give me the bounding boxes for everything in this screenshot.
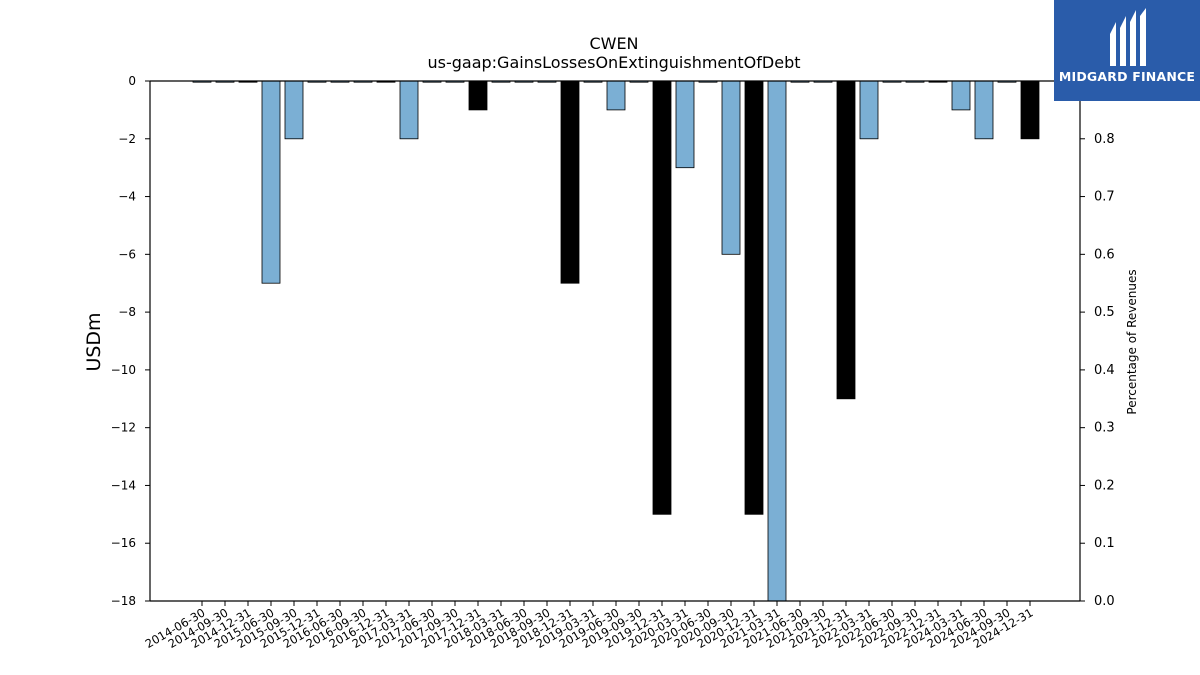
bar (1020, 80, 1040, 140)
y-axis-label: USDm (83, 312, 105, 371)
y-tick-label: −10 (111, 363, 136, 377)
y-tick-label: −16 (111, 536, 136, 550)
bar (859, 80, 879, 140)
bar (560, 80, 580, 284)
bar (399, 80, 419, 140)
y2-tick-label: 0.1 (1094, 536, 1115, 551)
chart-title: CWEN (589, 34, 638, 53)
bar (261, 80, 281, 284)
y2-tick-label: 0.6 (1094, 247, 1115, 262)
y2-tick-label: 0.4 (1094, 363, 1115, 378)
logo-mark-icon (1110, 8, 1146, 66)
y2-tick-label: 0.3 (1094, 421, 1115, 436)
bar (721, 80, 741, 255)
bar (468, 80, 488, 111)
y2-tick-label: 0.0 (1094, 594, 1115, 609)
y2-tick-label: 0.5 (1094, 305, 1115, 320)
y-tick-label: −4 (118, 190, 136, 204)
bar (284, 80, 304, 140)
bar (744, 80, 764, 515)
bar (767, 80, 787, 602)
y-tick-label: −6 (118, 247, 136, 261)
y2-tick-label: 0.8 (1094, 132, 1115, 147)
bar (606, 80, 626, 111)
y-tick-label: −18 (111, 594, 136, 608)
y-tick-label: −8 (118, 305, 136, 319)
bar (675, 80, 695, 169)
y-tick-label: −14 (111, 478, 136, 492)
axes-group: 0 −2 −4 −6 −8 −10 −12 −14 −16 −18 0.0 0.1 0.2 0.3 0.4 0… (111, 74, 1115, 651)
y2-tick-label: 0.2 (1094, 478, 1115, 493)
y-tick-label: 0 (128, 74, 136, 88)
bar (652, 80, 672, 515)
bar (974, 80, 994, 140)
y-tick-label: −2 (118, 132, 136, 146)
chart-subtitle: us-gaap:GainsLossesOnExtinguishmentOfDeb… (427, 53, 800, 72)
brand-logo: MIDGARD FINANCE (1054, 0, 1200, 101)
y2-tick-label: 0.7 (1094, 190, 1115, 205)
y-tick-label: −12 (111, 421, 136, 435)
bar (836, 80, 856, 400)
bars-group (192, 80, 1040, 602)
y2-axis-label: Percentage of Revenues (1125, 269, 1139, 414)
bar (951, 80, 971, 111)
brand-name: MIDGARD FINANCE (1058, 69, 1196, 84)
